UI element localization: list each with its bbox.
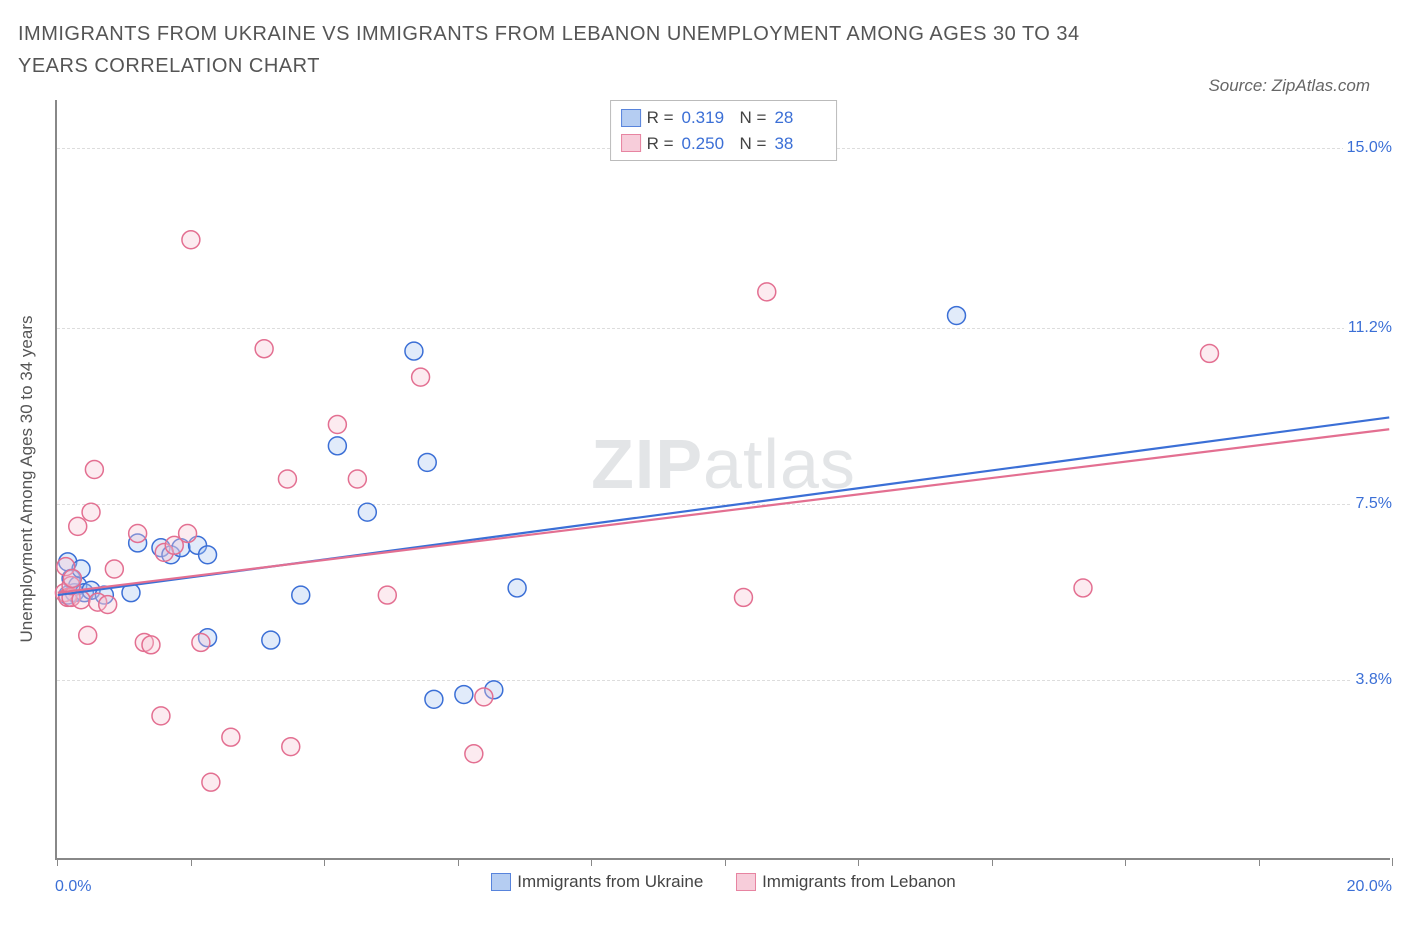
data-point-lebanon bbox=[758, 283, 776, 301]
legend-row-lebanon: R = 0.250 N = 38 bbox=[621, 131, 827, 157]
legend-ukraine-r: 0.319 bbox=[682, 105, 734, 131]
data-point-lebanon bbox=[82, 503, 100, 521]
data-point-lebanon bbox=[378, 586, 396, 604]
legend-lebanon-n: 38 bbox=[774, 131, 826, 157]
plot-area: Unemployment Among Ages 30 to 34 years Z… bbox=[55, 100, 1390, 860]
legend-r-label: R = bbox=[647, 131, 674, 157]
swatch-ukraine bbox=[621, 109, 641, 127]
scatter-plot bbox=[57, 100, 1390, 858]
data-point-lebanon bbox=[1201, 344, 1219, 362]
source-prefix: Source: bbox=[1208, 76, 1271, 95]
legend-ukraine-n: 28 bbox=[774, 105, 826, 131]
data-point-lebanon bbox=[85, 461, 103, 479]
data-point-ukraine bbox=[418, 453, 436, 471]
swatch-lebanon bbox=[621, 134, 641, 152]
data-point-lebanon bbox=[129, 525, 147, 543]
data-point-lebanon bbox=[278, 470, 296, 488]
data-point-lebanon bbox=[255, 340, 273, 358]
data-point-lebanon bbox=[412, 368, 430, 386]
y-axis-title: Unemployment Among Ages 30 to 34 years bbox=[17, 316, 37, 643]
data-point-lebanon bbox=[475, 688, 493, 706]
data-point-lebanon bbox=[282, 738, 300, 756]
data-point-lebanon bbox=[152, 707, 170, 725]
data-point-ukraine bbox=[948, 307, 966, 325]
legend-row-ukraine: R = 0.319 N = 28 bbox=[621, 105, 827, 131]
swatch-ukraine bbox=[491, 873, 511, 891]
data-point-lebanon bbox=[1074, 579, 1092, 597]
legend-lebanon-name: Immigrants from Lebanon bbox=[762, 872, 956, 892]
legend-item-ukraine: Immigrants from Ukraine bbox=[491, 872, 703, 892]
data-point-ukraine bbox=[358, 503, 376, 521]
data-point-lebanon bbox=[734, 588, 752, 606]
legend-n-label: N = bbox=[740, 105, 767, 131]
legend-r-label: R = bbox=[647, 105, 674, 131]
data-point-lebanon bbox=[63, 570, 81, 588]
data-point-lebanon bbox=[182, 231, 200, 249]
data-point-lebanon bbox=[348, 470, 366, 488]
data-point-ukraine bbox=[455, 686, 473, 704]
series-legend: Immigrants from Ukraine Immigrants from … bbox=[57, 872, 1390, 896]
data-point-ukraine bbox=[508, 579, 526, 597]
regression-line-lebanon bbox=[58, 429, 1389, 592]
data-point-lebanon bbox=[465, 745, 483, 763]
data-point-lebanon bbox=[202, 773, 220, 791]
source-attribution: Source: ZipAtlas.com bbox=[1208, 76, 1370, 96]
data-point-ukraine bbox=[425, 690, 443, 708]
data-point-ukraine bbox=[262, 631, 280, 649]
correlation-legend: R = 0.319 N = 28 R = 0.250 N = 38 bbox=[610, 100, 838, 161]
data-point-lebanon bbox=[328, 416, 346, 434]
data-point-ukraine bbox=[199, 546, 217, 564]
legend-lebanon-r: 0.250 bbox=[682, 131, 734, 157]
data-point-lebanon bbox=[99, 596, 117, 614]
data-point-lebanon bbox=[192, 633, 210, 651]
legend-n-label: N = bbox=[740, 131, 767, 157]
source-name: ZipAtlas.com bbox=[1272, 76, 1370, 95]
data-point-ukraine bbox=[405, 342, 423, 360]
legend-ukraine-name: Immigrants from Ukraine bbox=[517, 872, 703, 892]
data-point-lebanon bbox=[69, 517, 87, 535]
legend-item-lebanon: Immigrants from Lebanon bbox=[736, 872, 956, 892]
data-point-lebanon bbox=[142, 636, 160, 654]
data-point-ukraine bbox=[292, 586, 310, 604]
data-point-lebanon bbox=[105, 560, 123, 578]
data-point-ukraine bbox=[328, 437, 346, 455]
data-point-lebanon bbox=[179, 525, 197, 543]
chart-title: IMMIGRANTS FROM UKRAINE VS IMMIGRANTS FR… bbox=[18, 18, 1138, 82]
swatch-lebanon bbox=[736, 873, 756, 891]
data-point-lebanon bbox=[222, 728, 240, 746]
data-point-lebanon bbox=[79, 626, 97, 644]
